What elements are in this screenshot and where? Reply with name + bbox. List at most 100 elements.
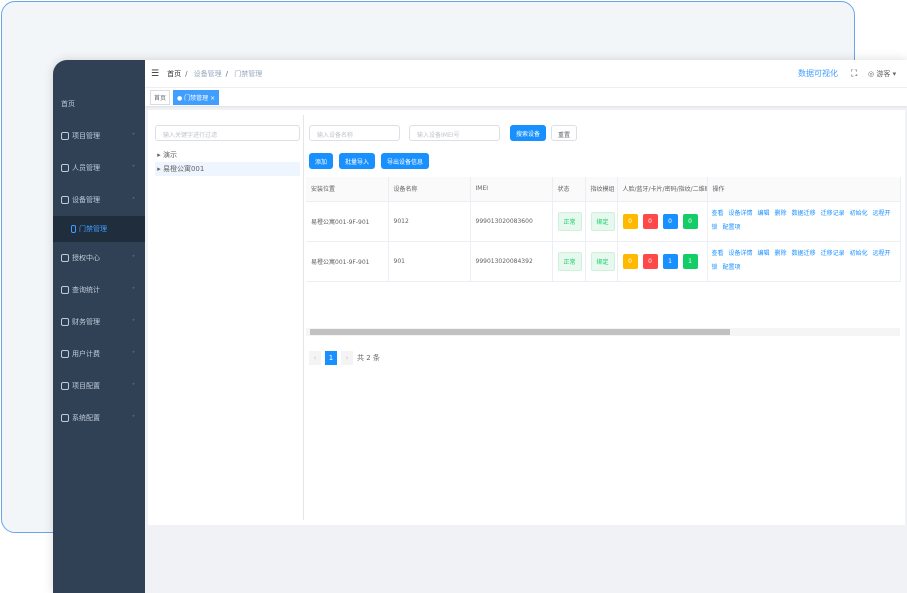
- op-link[interactable]: 查看: [711, 250, 724, 257]
- op-link[interactable]: 远程开锁: [711, 250, 891, 271]
- chevron-icon: ˄: [132, 196, 135, 204]
- crumb-home[interactable]: 首页: [167, 69, 182, 78]
- column-header[interactable]: 指纹模组: [585, 177, 618, 202]
- op-link[interactable]: 编辑: [757, 210, 770, 217]
- op-link[interactable]: 删除: [774, 250, 787, 257]
- content-panel: 输入关键字进行过滤 ▸ 演示 ▸ 易橙公寓001 输入设备名称 输入设备IMEI…: [148, 110, 905, 525]
- tag-home[interactable]: 首页: [150, 89, 171, 105]
- username: 游客: [876, 69, 891, 78]
- fingerprint-badge: 绑定: [590, 251, 615, 271]
- count-badge[interactable]: 0: [682, 213, 698, 229]
- app-window: 首页 项目管理 ˅ 人员管理 ˅ 设备管理 ˄ 门禁管理 授权中心 ˅ 查询统计 ˅ 财务管理 ˅ 用户计…: [53, 60, 907, 593]
- chevron-icon: ˅: [132, 164, 135, 172]
- sidebar-item[interactable]: 财务管理 ˅: [53, 306, 145, 338]
- device-table: 安装位置 设备名称 IMEI 状态 指纹模组 人脸/蓝牙/卡片/密码/指纹/二维码 操作 易橙…: [306, 177, 901, 282]
- operations: 查看 设备详情 编辑 删除 数据迁移 迁移记录 初始化 远程开锁 配置项: [707, 241, 901, 282]
- sidebar-item[interactable]: 授权中心 ˅: [53, 242, 145, 274]
- table-header: 安装位置 设备名称 IMEI 状态 指纹模组 人脸/蓝牙/卡片/密码/指纹/二维码 操作: [306, 177, 901, 202]
- op-link[interactable]: 数据迁移: [791, 210, 816, 217]
- count-badge[interactable]: 0: [642, 213, 658, 229]
- total-count: 共 2 条: [357, 354, 380, 362]
- sidebar-subitem-access[interactable]: 门禁管理: [53, 216, 145, 242]
- user-icon: ◎: [868, 69, 875, 78]
- fullscreen-icon[interactable]: ⛶: [851, 68, 858, 79]
- sidebar-item[interactable]: 查询统计 ˅: [53, 274, 145, 306]
- crumb-device[interactable]: 设备管理: [193, 69, 222, 78]
- reset-button[interactable]: 重置: [551, 125, 578, 141]
- op-link[interactable]: 设备详情: [728, 250, 753, 257]
- import-button[interactable]: 批量导入: [339, 153, 376, 169]
- tree: ▸ 演示 ▸ 易橙公寓001: [155, 148, 300, 176]
- crumb-current: 门禁管理: [234, 69, 263, 78]
- op-link[interactable]: 初始化: [849, 210, 868, 217]
- label: 财务管理: [72, 318, 100, 326]
- next-page-button[interactable]: ›: [341, 351, 353, 365]
- label: 查询统计: [72, 286, 100, 294]
- op-link[interactable]: 查看: [711, 210, 724, 217]
- column-header[interactable]: 状态: [552, 177, 586, 202]
- chevron-icon: ˅: [132, 254, 135, 262]
- tags-view: 首页 ● 门禁管理 ×: [145, 88, 907, 106]
- count-badge[interactable]: 0: [642, 253, 658, 269]
- imei-input[interactable]: 输入设备IMEI号: [409, 125, 500, 141]
- sidebar-item[interactable]: 用户计费 ˅: [53, 338, 145, 370]
- op-link[interactable]: 初始化: [849, 250, 868, 257]
- device-name-input[interactable]: 输入设备名称: [309, 125, 400, 141]
- op-link[interactable]: 迁移记录: [820, 210, 845, 217]
- search-button[interactable]: 搜索设备: [510, 125, 547, 141]
- door-icon: [71, 225, 76, 233]
- chevron-icon: ˅: [132, 350, 135, 358]
- op-link[interactable]: 设备详情: [728, 210, 753, 217]
- hamburger-icon[interactable]: ☰: [151, 68, 160, 79]
- add-button[interactable]: 添加: [309, 153, 334, 169]
- sidebar: 首页 项目管理 ˅ 人员管理 ˅ 设备管理 ˄ 门禁管理 授权中心 ˅ 查询统计 ˅ 财务管理 ˅ 用户计…: [53, 60, 145, 593]
- sidebar-item[interactable]: 项目配置 ˅: [53, 370, 145, 402]
- column-header[interactable]: 设备名称: [388, 177, 471, 202]
- horizontal-scrollbar[interactable]: [306, 328, 900, 336]
- label: 项目配置: [72, 382, 100, 390]
- op-link[interactable]: 数据迁移: [791, 250, 816, 257]
- op-link[interactable]: 编辑: [757, 250, 770, 257]
- device-icon: [61, 196, 69, 204]
- op-link[interactable]: 迁移记录: [820, 250, 845, 257]
- sidebar-item[interactable]: 系统配置 ˅: [53, 402, 145, 434]
- op-link[interactable]: 配置项: [722, 264, 741, 271]
- label: 门禁管理: [79, 225, 107, 233]
- money-icon: [61, 318, 69, 326]
- cell-imei: 999013020084392: [470, 241, 553, 282]
- breadcrumb: 首页 / 设备管理 / 门禁管理: [167, 69, 263, 78]
- count-badge[interactable]: 1: [662, 253, 678, 269]
- prev-page-button[interactable]: ‹: [309, 351, 321, 365]
- page-1-button[interactable]: 1: [325, 351, 337, 365]
- op-link[interactable]: 删除: [774, 210, 787, 217]
- tree-node[interactable]: ▸ 演示: [155, 151, 177, 159]
- op-link[interactable]: 远程开锁: [711, 210, 891, 231]
- column-header[interactable]: 人脸/蓝牙/卡片/密码/指纹/二维码: [617, 177, 708, 202]
- op-link[interactable]: 配置项: [722, 224, 741, 231]
- table-row: 易橙公寓001-9F-901 901 999013020084392 正常 绑定 0 0 1 1…: [306, 241, 901, 282]
- sidebar-item[interactable]: 人员管理 ˅: [53, 152, 145, 184]
- tree-node[interactable]: ▸ 易橙公寓001: [155, 162, 300, 176]
- count-badge[interactable]: 1: [682, 253, 698, 269]
- chart-icon: [61, 286, 69, 294]
- fingerprint-badge: 绑定: [590, 211, 615, 231]
- sidebar-item[interactable]: 项目管理 ˅: [53, 120, 145, 152]
- tag-active[interactable]: ● 门禁管理 ×: [173, 89, 220, 105]
- user-menu[interactable]: ◎ 游客 ▾: [868, 69, 897, 78]
- cell-name: 901: [388, 241, 471, 282]
- count-badge[interactable]: 0: [622, 253, 638, 269]
- sidebar-item[interactable]: 设备管理 ˄: [53, 184, 145, 216]
- column-header[interactable]: 安装位置: [306, 177, 389, 202]
- count-badge[interactable]: 0: [662, 213, 678, 229]
- export-button[interactable]: 导出设备信息: [381, 153, 430, 169]
- pagination: ‹ 1 › 共 2 条: [309, 351, 380, 365]
- column-header[interactable]: IMEI: [470, 177, 553, 202]
- label: 演示: [162, 151, 177, 159]
- count-badge[interactable]: 0: [622, 213, 638, 229]
- label: 用户计费: [72, 350, 100, 358]
- data-visualization-link[interactable]: 数据可视化: [798, 69, 838, 78]
- sidebar-item-home[interactable]: 首页: [53, 88, 145, 120]
- column-header[interactable]: 操作: [707, 177, 901, 202]
- tree-filter-input[interactable]: 输入关键字进行过滤: [155, 125, 300, 141]
- label: 授权中心: [72, 254, 100, 262]
